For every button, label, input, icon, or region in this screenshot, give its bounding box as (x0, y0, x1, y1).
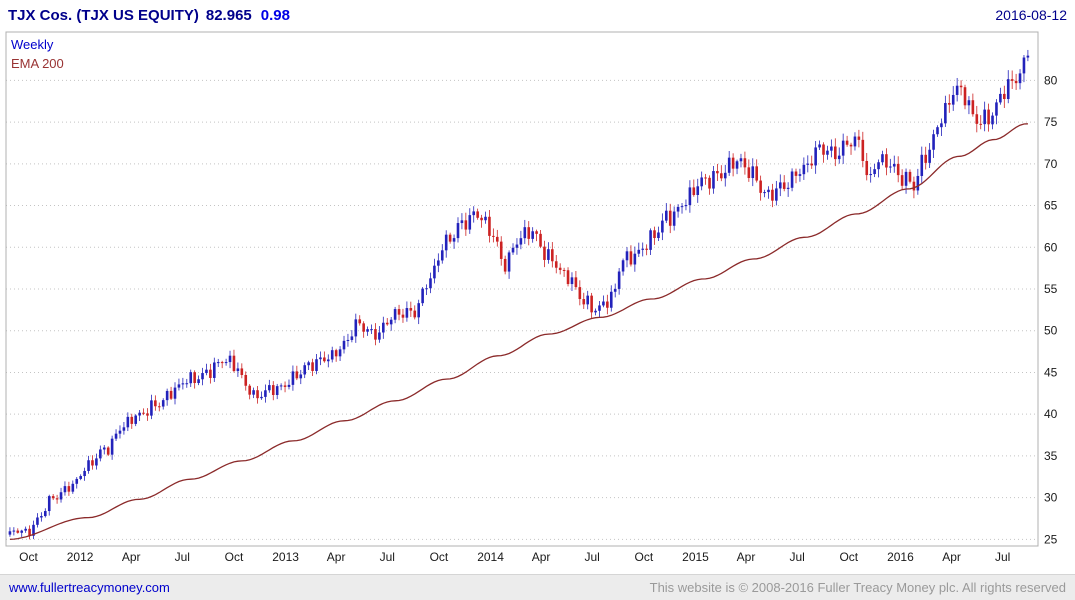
svg-text:Apr: Apr (532, 550, 551, 564)
svg-text:80: 80 (1044, 73, 1058, 87)
chart-header: TJX Cos. (TJX US EQUITY) 82.965 0.98 201… (0, 0, 1075, 28)
last-price: 82.965 (205, 6, 252, 24)
svg-text:Apr: Apr (942, 550, 961, 564)
svg-text:Oct: Oct (430, 550, 449, 564)
svg-text:Jul: Jul (175, 550, 190, 564)
svg-text:25: 25 (1044, 532, 1058, 546)
svg-text:55: 55 (1044, 282, 1058, 296)
chart-area: 25 30 35 40 45 50 55 60 65 70 75 80 Oct 2012 Apr Jul Oct… (0, 28, 1075, 574)
svg-text:Oct: Oct (19, 550, 38, 564)
instrument-title: TJX Cos. (TJX US EQUITY) (8, 6, 199, 24)
svg-text:Oct: Oct (839, 550, 858, 564)
svg-text:40: 40 (1044, 407, 1058, 421)
svg-text:65: 65 (1044, 199, 1058, 213)
svg-text:2012: 2012 (67, 550, 94, 564)
svg-text:Jul: Jul (789, 550, 804, 564)
svg-text:75: 75 (1044, 115, 1058, 129)
svg-text:Jul: Jul (380, 550, 395, 564)
copyright-text: This website is © 2008-2016 Fuller Treac… (649, 580, 1066, 595)
svg-text:Apr: Apr (327, 550, 346, 564)
svg-text:Apr: Apr (737, 550, 756, 564)
svg-text:30: 30 (1044, 491, 1058, 505)
svg-text:Jul: Jul (585, 550, 600, 564)
svg-text:70: 70 (1044, 157, 1058, 171)
svg-text:2015: 2015 (682, 550, 709, 564)
svg-text:2013: 2013 (272, 550, 299, 564)
footer-bar: www.fullertreacymoney.com This website i… (0, 574, 1075, 600)
svg-text:45: 45 (1044, 365, 1058, 379)
svg-text:Oct: Oct (225, 550, 244, 564)
svg-text:Oct: Oct (635, 550, 654, 564)
svg-text:2014: 2014 (477, 550, 504, 564)
svg-text:35: 35 (1044, 449, 1058, 463)
price-chart[interactable]: 25 30 35 40 45 50 55 60 65 70 75 80 Oct 2012 Apr Jul Oct… (0, 28, 1075, 574)
svg-text:50: 50 (1044, 324, 1058, 338)
chart-date: 2016-08-12 (995, 7, 1067, 23)
site-link[interactable]: www.fullertreacymoney.com (9, 580, 170, 595)
svg-text:Apr: Apr (122, 550, 141, 564)
svg-text:60: 60 (1044, 240, 1058, 254)
svg-text:Jul: Jul (995, 550, 1010, 564)
svg-text:2016: 2016 (887, 550, 914, 564)
price-change: 0.98 (260, 6, 290, 24)
